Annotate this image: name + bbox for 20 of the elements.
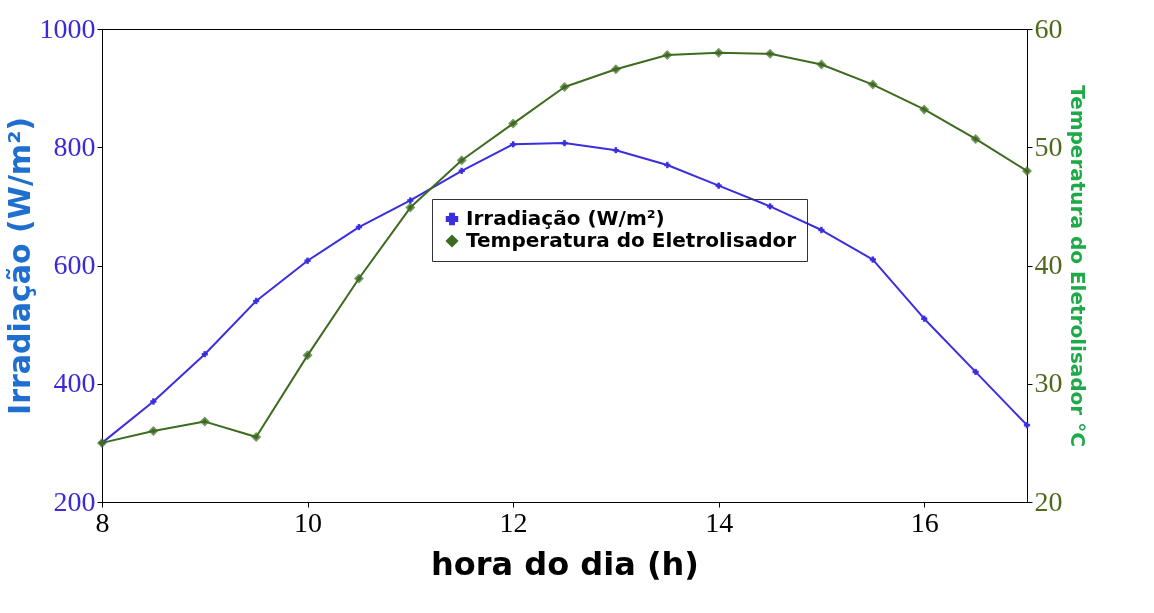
y-tick-label: 200 bbox=[53, 485, 96, 517]
y-tick-label: 600 bbox=[53, 249, 96, 280]
x-tick-label: 8 bbox=[95, 506, 110, 538]
x-axis-title: hora do dia (h) bbox=[431, 544, 699, 583]
y2-tick-label: 20 bbox=[1034, 485, 1063, 517]
y2-tick-label: 60 bbox=[1034, 12, 1063, 44]
y2-tick-label: 50 bbox=[1034, 130, 1063, 162]
x-tick-label: 16 bbox=[910, 506, 939, 538]
y2-tick-label: 40 bbox=[1034, 249, 1063, 280]
legend-label: Irradiação (W/m²) bbox=[466, 206, 665, 230]
y2-tick-label: 30 bbox=[1034, 367, 1063, 399]
x-tick-label: 12 bbox=[499, 506, 528, 538]
y-tick-label: 1000 bbox=[39, 12, 96, 44]
y-tick-label: 400 bbox=[53, 367, 96, 399]
y-axis-title: Irradiação (W/m²) bbox=[1, 117, 37, 415]
legend-label: Temperatura do Eletrolisador bbox=[466, 228, 797, 252]
x-tick-label: 10 bbox=[294, 506, 323, 538]
x-tick-label: 14 bbox=[705, 506, 734, 538]
y2-axis-title: Temperatura do Eletrolisador °C bbox=[1065, 85, 1090, 447]
y-tick-label: 800 bbox=[53, 130, 96, 162]
